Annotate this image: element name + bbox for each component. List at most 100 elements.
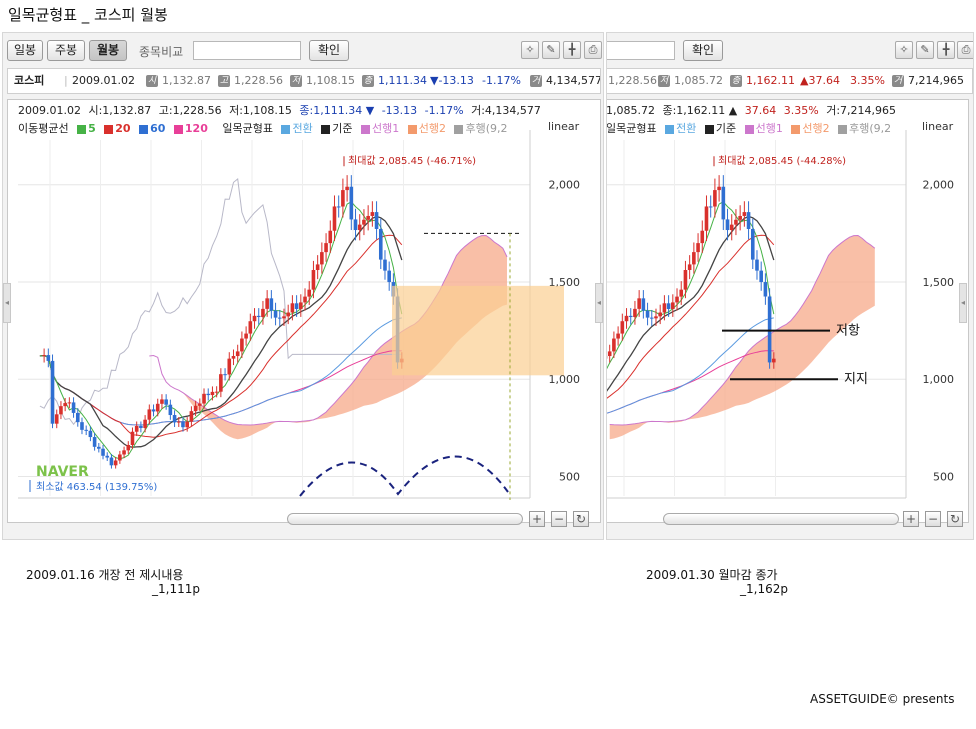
x-tick-label: 2006 (238, 498, 266, 500)
change-percent: -1.17% (482, 74, 521, 87)
compare-input-right[interactable] (607, 41, 675, 60)
close-badge: 종 (362, 69, 374, 93)
legend-ma120-text: 120 (184, 122, 208, 135)
x-tick-label: 2008 (339, 498, 367, 500)
pen-icon[interactable]: ✎ (542, 41, 560, 59)
scale-label[interactable]: linear (548, 120, 580, 133)
print-icon[interactable]: ⎙ (584, 41, 602, 59)
candle-body (696, 243, 700, 253)
index-name: 코스피 (14, 74, 45, 87)
candle-body (214, 391, 219, 393)
scale-label-right[interactable]: linear (922, 120, 954, 133)
candle-body (231, 356, 236, 359)
week-button[interactable]: 주봉 (47, 40, 85, 61)
print-icon[interactable]: ⎙ (957, 41, 973, 59)
zoom-out-button[interactable]: − (551, 511, 567, 527)
left-chart-panel: 일봉 주봉 월봉 종목비교 확인 ✧ ✎ ╋ ⎙ 코스피 | 2009.01.0… (2, 32, 604, 540)
confirm-button[interactable]: 확인 (309, 40, 349, 61)
candle-body (320, 252, 324, 265)
left-chart-area[interactable]: 2009.01.02 시:1,132.87 고:1,228.56 저:1,108… (7, 99, 601, 523)
high-value: 1,228.56 (234, 74, 283, 87)
candle-body (341, 190, 345, 207)
legend-kijun: 기준 (704, 122, 736, 135)
candle-body (675, 296, 679, 303)
legend-kijun-text: 기준 (332, 122, 353, 135)
day-button[interactable]: 일봉 (7, 40, 43, 61)
bulb-icon[interactable]: ✧ (521, 41, 539, 59)
chart-scrollbar[interactable] (287, 513, 523, 525)
right-chart-area[interactable]: 1,085.72 종:1,162.11 ▲ 37.64 3.35% 거:7,21… (607, 99, 969, 523)
right-collapse-handle-2[interactable]: ◂ (959, 283, 967, 323)
candle-body (109, 457, 114, 466)
refresh-button[interactable]: ↻ (573, 511, 589, 527)
refresh-button-right[interactable]: ↻ (947, 511, 963, 527)
candle-body (101, 448, 105, 456)
bulb-icon[interactable]: ✧ (895, 41, 913, 59)
x-tick-label: 2007 (289, 498, 317, 500)
zoom-in-button-right[interactable]: + (903, 511, 919, 527)
ma60-line (607, 317, 774, 414)
legend-span1: 선행1 (360, 122, 400, 135)
candle-body (721, 186, 726, 220)
crosshair-icon[interactable]: ╋ (937, 41, 955, 59)
legend-lagging: 후행(9,2 (454, 122, 508, 135)
candle-body (210, 391, 215, 396)
chart-scrollbar-right[interactable] (663, 513, 899, 525)
compare-input[interactable] (193, 41, 301, 60)
header-close-right: 종:1,162.11 ▲ (662, 104, 738, 117)
volume-value: 4,134,577 (546, 74, 601, 87)
legend-tenkan-text: 전환 (292, 122, 313, 135)
candle-body (113, 460, 118, 466)
legend-right: 일목균형표 전환 기준 선행1 선행2 후행(9,2 (607, 120, 896, 136)
candle-body (164, 399, 168, 405)
y-tick-label: 2,000 (549, 179, 581, 192)
high-badge-icon: 고 (218, 75, 230, 87)
left-collapse-handle[interactable]: ◂ (3, 283, 11, 323)
min-label: 최소값 463.54 (139.75%) (36, 481, 157, 493)
candle-body (649, 317, 654, 319)
candle-body (198, 403, 202, 406)
candle-body (654, 316, 658, 319)
legend-ma5-text: 5 (88, 122, 96, 135)
span1-line (609, 235, 876, 426)
candle-body (256, 315, 261, 318)
max-label: 최대값 2,085.45 (-46.71%) (348, 155, 476, 167)
legend-span2-text: 선행2 (802, 122, 830, 135)
y-tick-label: 1,500 (923, 276, 955, 289)
candle-body (607, 351, 612, 357)
candle-body (624, 315, 629, 322)
zoom-out-button-right[interactable]: − (925, 511, 941, 527)
change-value-right: ▲37.64 (800, 74, 840, 87)
left-caption-line2: _1,111p (152, 582, 200, 596)
candle-body (248, 321, 253, 334)
pen-icon[interactable]: ✎ (916, 41, 934, 59)
candle-body (290, 303, 295, 313)
legend-span2-text: 선행2 (418, 122, 446, 135)
crosshair-icon[interactable]: ╋ (563, 41, 581, 59)
legend-span1-text: 선행1 (755, 122, 783, 135)
zoom-in-button[interactable]: + (529, 511, 545, 527)
confirm-button-right[interactable]: 확인 (683, 40, 723, 61)
x-tick-label: 2004 (137, 498, 165, 500)
legend-span2: 선행2 (791, 122, 830, 135)
y-tick-label: 1,000 (923, 373, 955, 386)
month-button[interactable]: 월봉 (89, 40, 127, 61)
candle-body (704, 206, 709, 231)
volume-badge: 거 (530, 69, 542, 93)
candle-body (176, 421, 181, 423)
legend: 이동평균선 5 20 60 120 일목균형표 전환 기준 선행1 선행2 후행… (18, 120, 513, 136)
candle-body (750, 228, 755, 260)
candle-body (59, 406, 63, 415)
candle-body (202, 393, 206, 404)
open-badge: 시 (146, 69, 158, 93)
divider: | (64, 74, 68, 87)
candle-body (63, 403, 67, 407)
candle-body (336, 206, 341, 208)
candle-body (387, 270, 391, 283)
x-tick-label: 2006 (610, 498, 638, 500)
candle-body (286, 312, 290, 317)
candle-body (147, 409, 152, 420)
right-collapse-handle[interactable]: ◂ (595, 283, 603, 323)
legend-span1-text: 선행1 (371, 122, 400, 135)
candle-body (206, 393, 211, 396)
